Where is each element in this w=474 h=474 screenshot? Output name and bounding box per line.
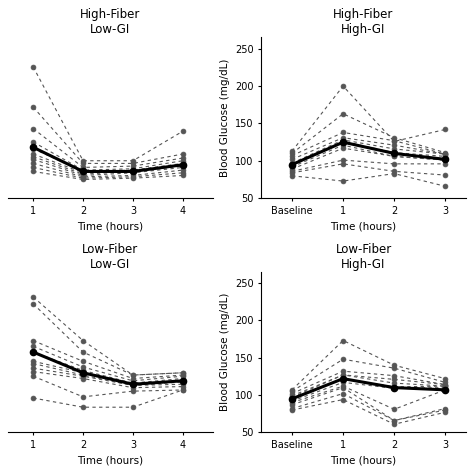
- Y-axis label: Blood Glucose (mg/dL): Blood Glucose (mg/dL): [219, 59, 229, 177]
- Title: High-Fiber
High-GI: High-Fiber High-GI: [333, 9, 394, 36]
- Title: High-Fiber
Low-GI: High-Fiber Low-GI: [80, 9, 141, 36]
- X-axis label: Time (hours): Time (hours): [330, 456, 397, 465]
- Y-axis label: Blood Glucose (mg/dL): Blood Glucose (mg/dL): [219, 293, 229, 411]
- X-axis label: Time (hours): Time (hours): [77, 221, 144, 231]
- Title: Low-Fiber
Low-GI: Low-Fiber Low-GI: [82, 243, 138, 271]
- Title: Low-Fiber
High-GI: Low-Fiber High-GI: [336, 243, 392, 271]
- X-axis label: Time (hours): Time (hours): [330, 221, 397, 231]
- X-axis label: Time (hours): Time (hours): [77, 456, 144, 465]
